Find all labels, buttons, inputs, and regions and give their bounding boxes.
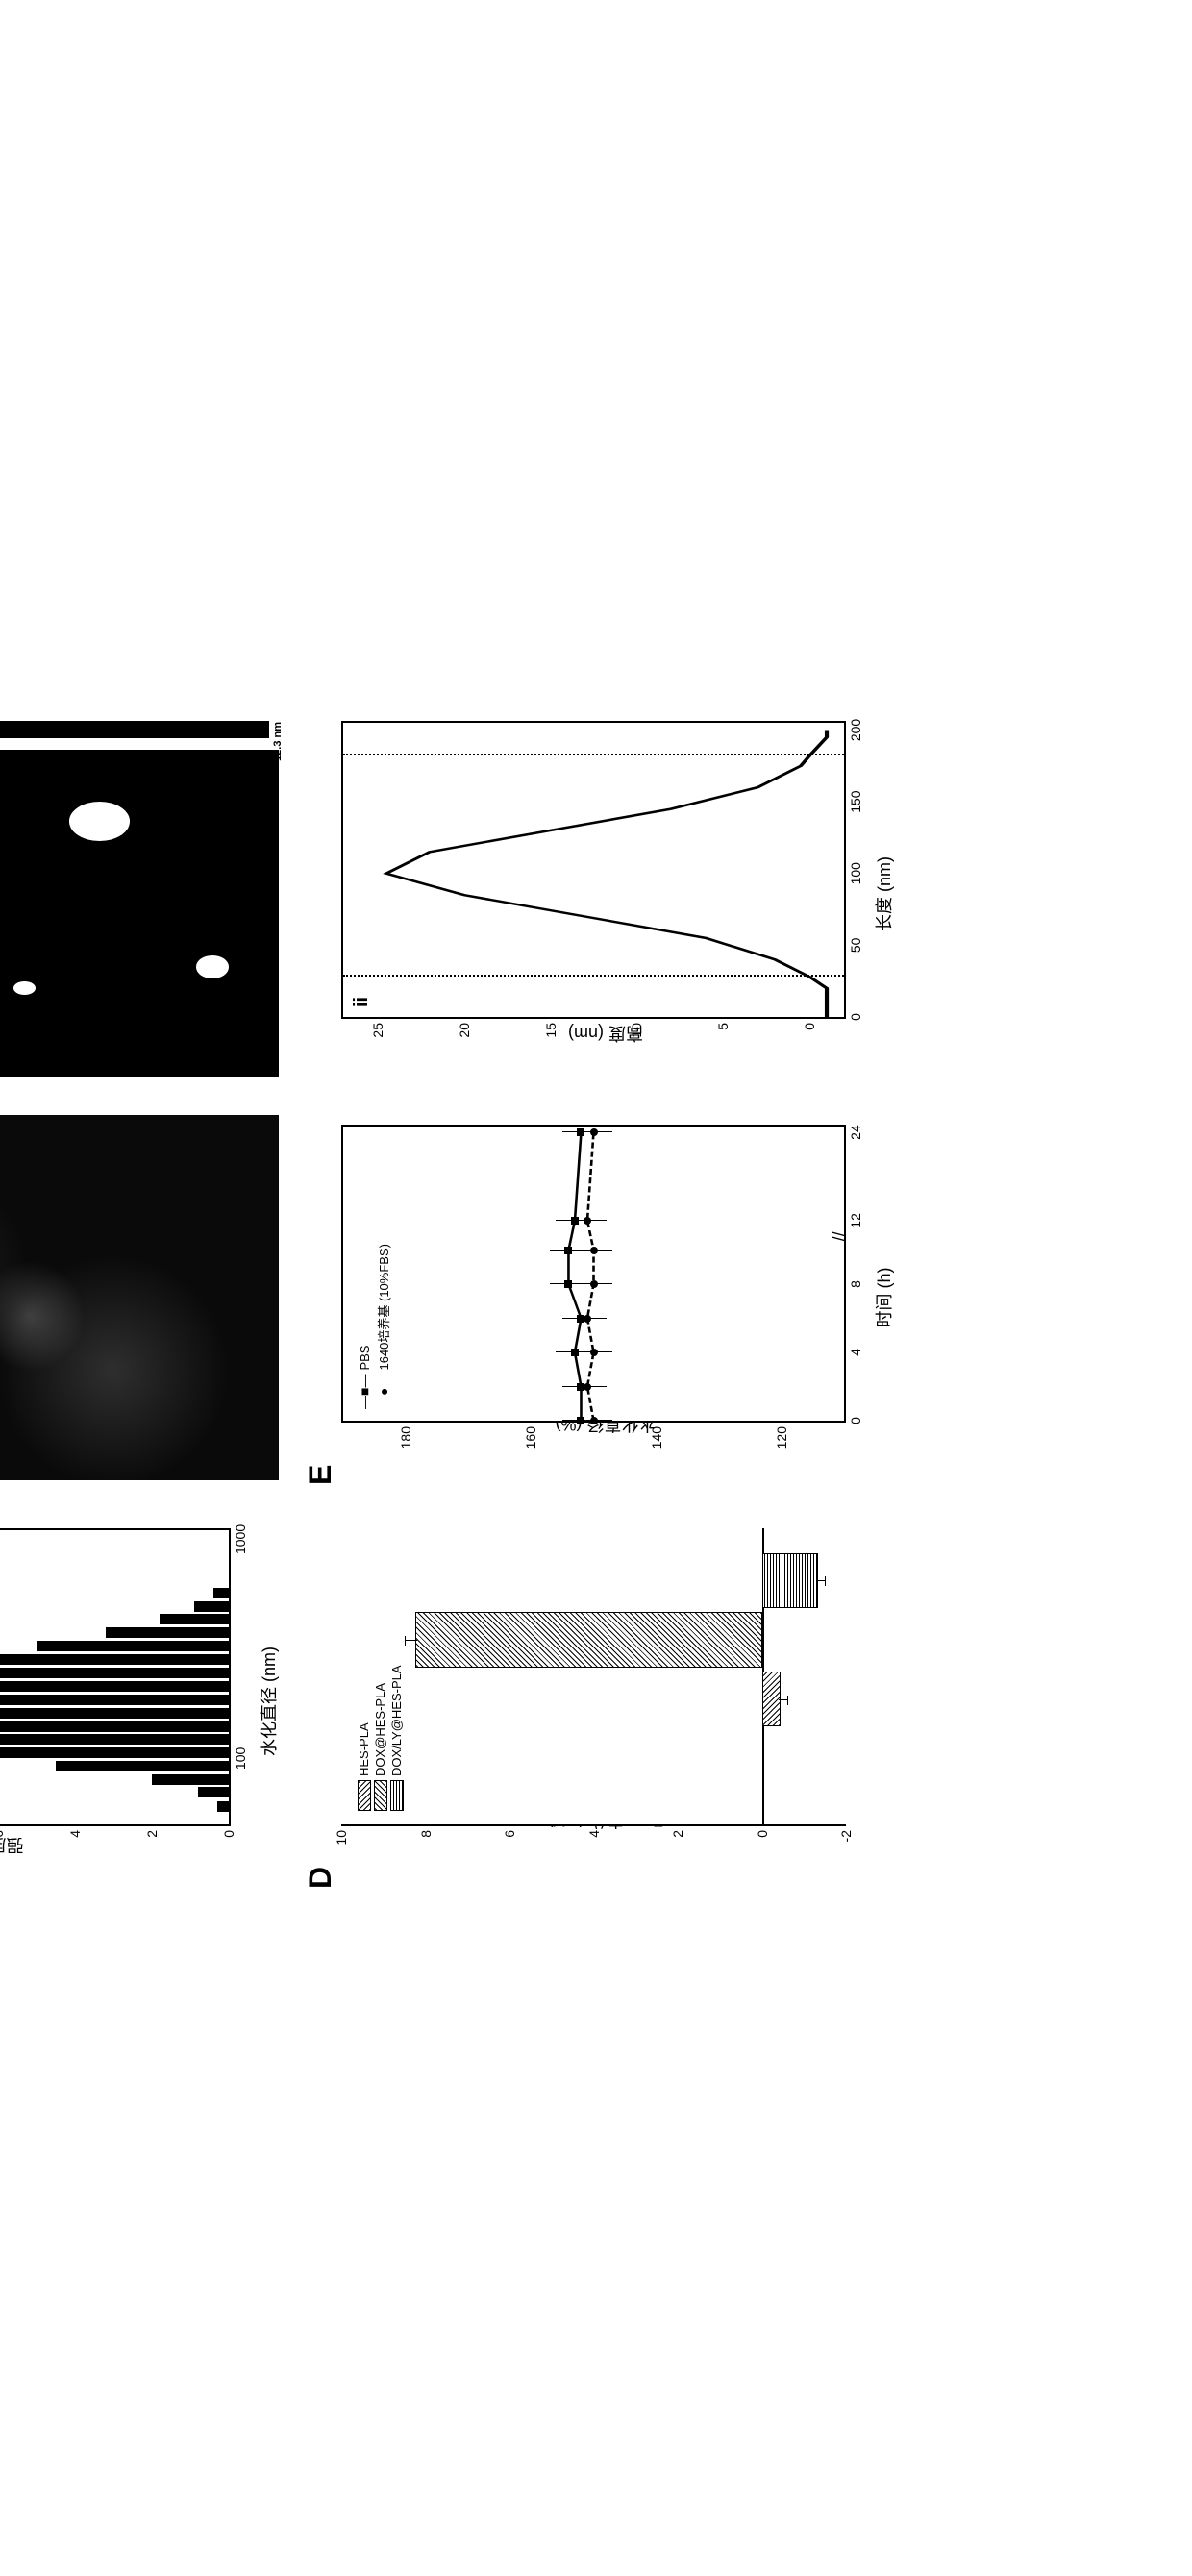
histogram-bar — [0, 1654, 229, 1665]
xtick: 24 — [848, 1125, 863, 1140]
histogram-bar — [160, 1614, 229, 1624]
afm-colorbar: 31.6 nm -12.3 nm — [0, 721, 269, 738]
ytick: 140 — [649, 1426, 664, 1449]
histogram-bar — [0, 1708, 229, 1719]
ytick: 6 — [502, 1830, 517, 1838]
xtick: 12 — [848, 1213, 863, 1228]
error-cap — [787, 1696, 788, 1705]
zeta-bar — [415, 1612, 762, 1667]
histogram-bar — [0, 1734, 229, 1745]
legend-text: HES-PLA — [357, 1722, 371, 1776]
xtick: 100 — [233, 1747, 248, 1770]
ytick: 10 — [629, 1023, 644, 1038]
error-cap — [405, 1636, 406, 1646]
xtick: 4 — [848, 1349, 863, 1356]
ytick: 2 — [670, 1830, 685, 1838]
ytick: -2 — [838, 1830, 854, 1842]
panel-a: A 强度 (%) 0246810121001000 水化直径 (nm) — [0, 1509, 288, 1894]
panel-c-ii: 高度 (nm) ii 0510152025050100150200 长度 (nm… — [308, 702, 904, 1086]
panel-e-xlabel: 时间 (h) — [871, 1268, 896, 1328]
histogram-bar — [0, 1668, 229, 1678]
panel-d-label: D — [303, 1867, 338, 1889]
panel-e-svg — [343, 1127, 844, 1421]
ytick: 4 — [67, 1830, 83, 1838]
ytick: 8 — [418, 1830, 434, 1838]
error-cap — [825, 1576, 826, 1586]
legend-item: DOX/LY@HES-PLA — [389, 1665, 404, 1811]
xtick: 50 — [848, 938, 863, 954]
histogram-bar — [56, 1761, 229, 1771]
ytick: 160 — [523, 1426, 538, 1449]
legend-item: HES-PLA — [357, 1665, 371, 1811]
panel-cii-xlabel: 长度 (nm) — [871, 856, 896, 931]
histogram-bar — [198, 1787, 229, 1797]
histogram-bar — [0, 1747, 229, 1758]
error-bar — [405, 1640, 417, 1641]
error-bar — [779, 1699, 787, 1700]
panel-b: B — [0, 1105, 288, 1490]
histogram-bar — [152, 1774, 229, 1785]
zeta-bar — [762, 1553, 819, 1608]
xtick: 150 — [848, 790, 863, 812]
figure-grid: A 强度 (%) 0246810121001000 水化直径 (nm) B C … — [0, 682, 1192, 1894]
panel-e-chart: 1201401601800481224//—■—PBS—●—1640培养基 (1… — [341, 1125, 846, 1423]
ytick: 0 — [221, 1830, 236, 1838]
afm-particle — [196, 955, 230, 978]
error-bar — [816, 1580, 825, 1581]
legend-item: DOX@HES-PLA — [373, 1665, 387, 1811]
ytick: 10 — [334, 1830, 349, 1845]
legend-swatch — [390, 1780, 404, 1811]
ytick: 120 — [774, 1426, 789, 1449]
panel-cii-svg — [343, 723, 844, 1017]
ytick: 2 — [144, 1830, 160, 1838]
ytick: 5 — [715, 1023, 731, 1030]
afm-particle — [13, 981, 36, 995]
afm-image: i 31.6 nm -12.3 nm — [0, 750, 279, 1077]
ytick: 0 — [755, 1830, 770, 1838]
ytick: 6 — [0, 1830, 6, 1838]
panel-d: D Zeta 电位 (mV) -20246810HES-PLADOX@HES-P… — [308, 1509, 904, 1894]
panel-c: C i 31.6 nm -12.3 nm — [0, 702, 288, 1086]
ytick: 0 — [802, 1023, 817, 1030]
histogram-bar — [213, 1588, 229, 1598]
xtick: 0 — [848, 1417, 863, 1424]
histogram-bar — [0, 1695, 229, 1705]
xtick: 1000 — [233, 1524, 248, 1554]
panel-e-label: E — [303, 1465, 338, 1485]
tem-image — [0, 1115, 279, 1480]
legend-text: DOX/LY@HES-PLA — [389, 1665, 404, 1776]
histogram-bar — [0, 1681, 229, 1692]
histogram-bar — [106, 1627, 229, 1638]
xtick: 200 — [848, 719, 863, 741]
panel-c-sublabel-ii: ii — [351, 997, 373, 1007]
legend-swatch — [374, 1780, 387, 1811]
histogram-bar — [217, 1801, 229, 1812]
colorbar-bottom: -12.3 nm — [272, 722, 284, 765]
panel-cii-chart: ii 0510152025050100150200 — [341, 721, 846, 1019]
ytick: 4 — [586, 1830, 602, 1838]
histogram-bar — [37, 1641, 229, 1651]
xtick: 8 — [848, 1280, 863, 1288]
ytick: 20 — [457, 1023, 472, 1038]
xtick: 100 — [848, 862, 863, 884]
panel-a-chart: 0246810121001000 — [0, 1528, 231, 1826]
panel-d-legend: HES-PLADOX@HES-PLADOX/LY@HES-PLA — [351, 1661, 410, 1815]
histogram-bar — [0, 1721, 229, 1732]
panel-e: E 水化直径 (%) 1201401601800481224//—■—PBS—●… — [308, 1105, 904, 1490]
panel-d-chart: -20246810HES-PLADOX@HES-PLADOX/LY@HES-PL… — [341, 1528, 846, 1826]
ytick: 180 — [398, 1426, 413, 1449]
panel-a-xlabel: 水化直径 (nm) — [256, 1647, 281, 1756]
ytick: 25 — [370, 1023, 385, 1038]
legend-text: DOX@HES-PLA — [373, 1683, 387, 1776]
histogram-bar — [194, 1601, 229, 1612]
ytick: 15 — [543, 1023, 559, 1038]
xtick: 0 — [848, 1013, 863, 1021]
afm-particle — [69, 802, 130, 841]
legend-swatch — [358, 1780, 371, 1811]
